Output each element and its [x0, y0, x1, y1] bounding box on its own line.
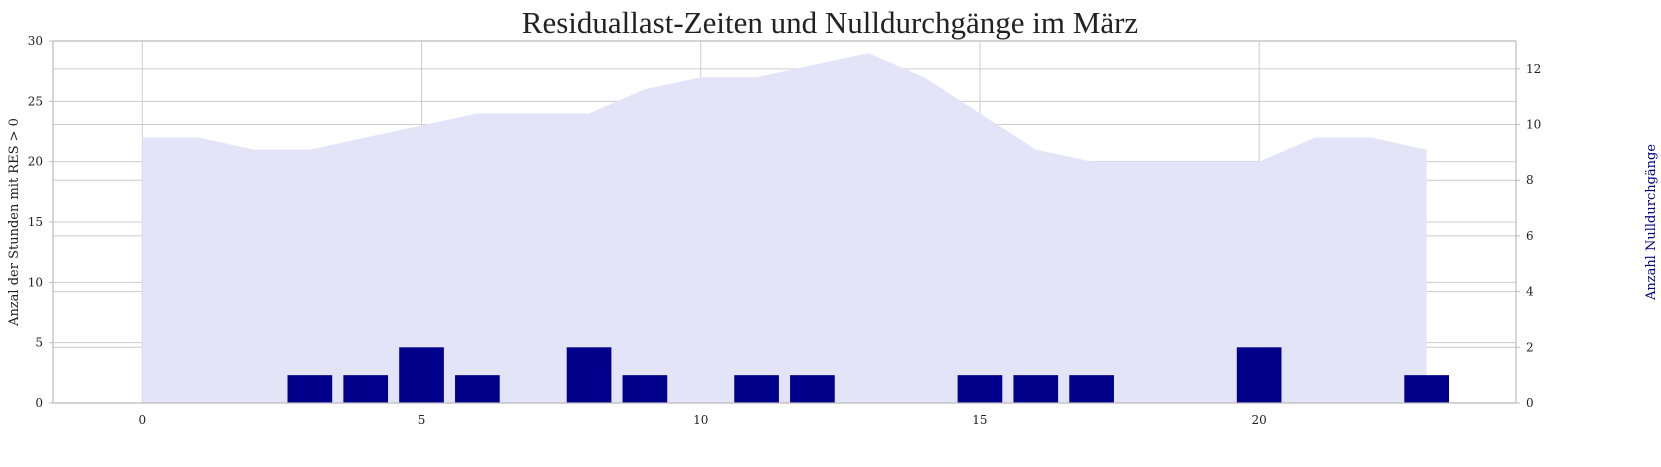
bar-20: [1236, 347, 1282, 403]
y-tick-label-right: 10: [1526, 118, 1541, 132]
y-tick-label-left: 10: [28, 275, 43, 289]
y-tick-label-right: 0: [1526, 396, 1534, 410]
area-series-hours: [142, 53, 1427, 404]
y-tick-label-right: 12: [1526, 62, 1541, 76]
bar-12: [790, 375, 835, 403]
y-tick-label-right: 2: [1526, 340, 1534, 354]
x-tick-label: 10: [693, 413, 708, 427]
y-axis-label-left: Anzal der Stunden mit RES > 0: [7, 118, 22, 327]
x-tick-label: 5: [418, 413, 426, 427]
x-tick-label: 15: [972, 413, 987, 427]
bar-4: [343, 375, 389, 403]
y-tick-label-left: 30: [28, 34, 43, 48]
chart-title: Residuallast-Zeiten und Nulldurchgänge i…: [522, 5, 1138, 40]
bar-6: [455, 375, 500, 403]
y-tick-label-right: 4: [1526, 285, 1534, 299]
bar-3: [287, 375, 333, 403]
bar-23: [1404, 375, 1449, 403]
x-tick-label: 0: [139, 413, 147, 427]
bar-11: [734, 375, 779, 403]
y-tick-label-left: 15: [28, 215, 43, 229]
y-tick-label-left: 20: [28, 155, 43, 169]
bar-9: [622, 375, 668, 403]
y-tick-label-right: 8: [1526, 173, 1534, 187]
y-tick-label-left: 0: [35, 396, 43, 410]
bar-17: [1069, 375, 1114, 403]
y-tick-label-left: 25: [28, 94, 43, 108]
bar-5: [399, 347, 444, 403]
y-tick-label-right: 6: [1526, 229, 1534, 243]
bar-16: [1013, 375, 1059, 403]
y-tick-label-left: 5: [35, 336, 43, 350]
x-tick-label: 20: [1251, 413, 1266, 427]
bar-15: [957, 375, 1003, 403]
y-axis-label-right: Anzahl Nulldurchgänge: [1644, 144, 1659, 301]
bar-8: [566, 347, 612, 403]
